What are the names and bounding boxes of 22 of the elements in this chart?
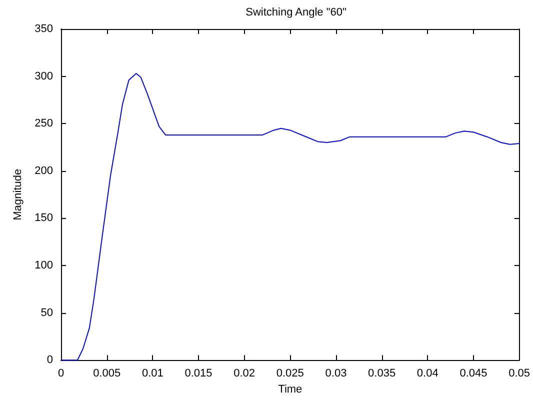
y-axis-title: Magnitude (12, 168, 24, 220)
y-tick-label: 50 (40, 306, 53, 319)
x-tick-label: 0.04 (416, 368, 438, 380)
x-axis-title: Time (278, 384, 302, 396)
x-tick-label: 0.025 (276, 368, 304, 380)
x-tick-label: 0.015 (184, 368, 212, 380)
x-tick-label: 0.03 (325, 368, 347, 380)
y-tick-label: 0 (46, 354, 53, 366)
y-tick-label: 350 (34, 23, 53, 35)
x-tick-label: 0.035 (368, 368, 396, 380)
y-tick-label: 100 (34, 260, 53, 272)
x-tick-label: 0 (58, 368, 64, 380)
x-tick-label: 0.005 (93, 368, 121, 380)
x-tick-label: 0.05 (508, 368, 530, 380)
y-tick-label: 150 (34, 212, 53, 224)
y-tick-label: 300 (34, 70, 53, 82)
y-tick-label: 200 (34, 164, 53, 177)
x-tick-label: 0.045 (460, 368, 488, 380)
x-tick-label: 0.01 (142, 368, 164, 380)
y-tick-label: 250 (34, 118, 53, 130)
chart-title: Switching Angle "60" (246, 6, 346, 18)
x-tick-label: 0.02 (234, 368, 256, 380)
